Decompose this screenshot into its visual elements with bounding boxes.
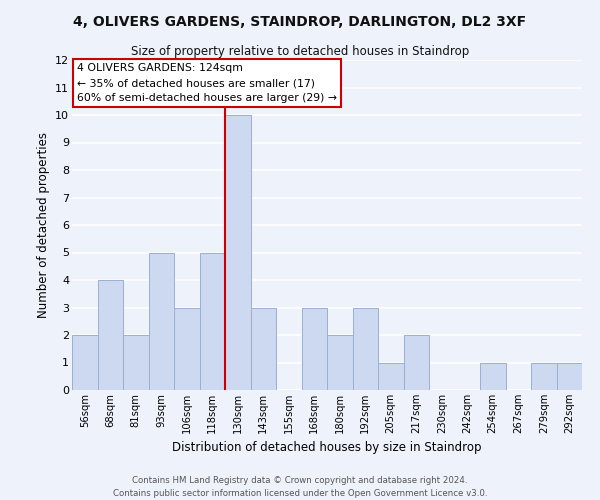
Text: 4 OLIVERS GARDENS: 124sqm
← 35% of detached houses are smaller (17)
60% of semi-: 4 OLIVERS GARDENS: 124sqm ← 35% of detac… bbox=[77, 64, 337, 103]
Bar bbox=[97, 280, 123, 390]
Bar bbox=[251, 308, 276, 390]
Bar bbox=[557, 362, 582, 390]
Bar bbox=[199, 252, 225, 390]
X-axis label: Distribution of detached houses by size in Staindrop: Distribution of detached houses by size … bbox=[172, 442, 482, 454]
Text: 4, OLIVERS GARDENS, STAINDROP, DARLINGTON, DL2 3XF: 4, OLIVERS GARDENS, STAINDROP, DARLINGTO… bbox=[73, 15, 527, 29]
Bar bbox=[327, 335, 353, 390]
Bar bbox=[404, 335, 429, 390]
Bar bbox=[225, 115, 251, 390]
Bar bbox=[302, 308, 327, 390]
Bar bbox=[72, 335, 97, 390]
Bar bbox=[378, 362, 404, 390]
Text: Contains HM Land Registry data © Crown copyright and database right 2024.
Contai: Contains HM Land Registry data © Crown c… bbox=[113, 476, 487, 498]
Y-axis label: Number of detached properties: Number of detached properties bbox=[37, 132, 50, 318]
Text: Size of property relative to detached houses in Staindrop: Size of property relative to detached ho… bbox=[131, 45, 469, 58]
Bar bbox=[174, 308, 199, 390]
Bar bbox=[123, 335, 149, 390]
Bar bbox=[149, 252, 174, 390]
Bar bbox=[531, 362, 557, 390]
Bar bbox=[353, 308, 378, 390]
Bar bbox=[480, 362, 505, 390]
